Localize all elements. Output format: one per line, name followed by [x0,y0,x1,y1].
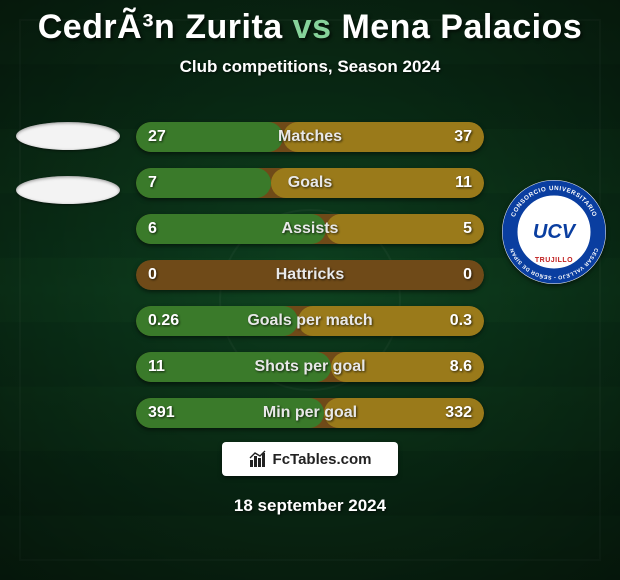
stat-row: 7 11 Goals [136,168,484,198]
stat-row: 0.26 0.3 Goals per match [136,306,484,336]
player-b-name: Mena Palacios [341,8,582,46]
footer-date: 18 september 2024 [0,496,620,516]
placeholder-oval-icon [16,176,120,204]
stat-row: 27 37 Matches [136,122,484,152]
vs-word: vs [293,8,332,46]
player-a-name: CedrÃ³n Zurita [38,8,283,46]
ucv-badge-icon: CONSORCIO UNIVERSITARIO CESAR VALLEJO - … [502,180,606,284]
stat-value-a: 391 [136,398,187,428]
comparison-title: CedrÃ³n Zurita vs Mena Palacios [0,0,620,47]
placeholder-oval-icon [16,122,120,150]
stat-value-b: 332 [433,398,484,428]
stat-row: 0 0 Hattricks [136,260,484,290]
stat-value-b: 8.6 [438,352,484,382]
stat-value-b: 0 [451,260,484,290]
player-a-club-badge [8,120,112,224]
stat-row: 11 8.6 Shots per goal [136,352,484,382]
chart-bars-icon [249,450,269,468]
stat-value-a: 0.26 [136,306,191,336]
stat-value-b: 11 [443,168,484,198]
player-b-club-badge: CONSORCIO UNIVERSITARIO CESAR VALLEJO - … [502,180,606,284]
stat-value-a: 11 [136,352,177,382]
stat-value-b: 37 [442,122,484,152]
stat-value-b: 5 [451,214,484,244]
stat-value-a: 6 [136,214,169,244]
stat-row: 6 5 Assists [136,214,484,244]
comparison-subtitle: Club competitions, Season 2024 [0,57,620,77]
stat-value-a: 0 [136,260,169,290]
site-logo: FcTables.com [222,442,398,476]
stat-value-b: 0.3 [438,306,484,336]
stat-rows: 27 37 Matches 7 11 Goals 6 5 Assists 0 0… [136,122,484,444]
ucv-sub-text: TRUJILLO [502,257,606,264]
stat-value-a: 27 [136,122,178,152]
site-logo-text: FcTables.com [273,451,372,468]
stat-value-a: 7 [136,168,169,198]
stat-row: 391 332 Min per goal [136,398,484,428]
